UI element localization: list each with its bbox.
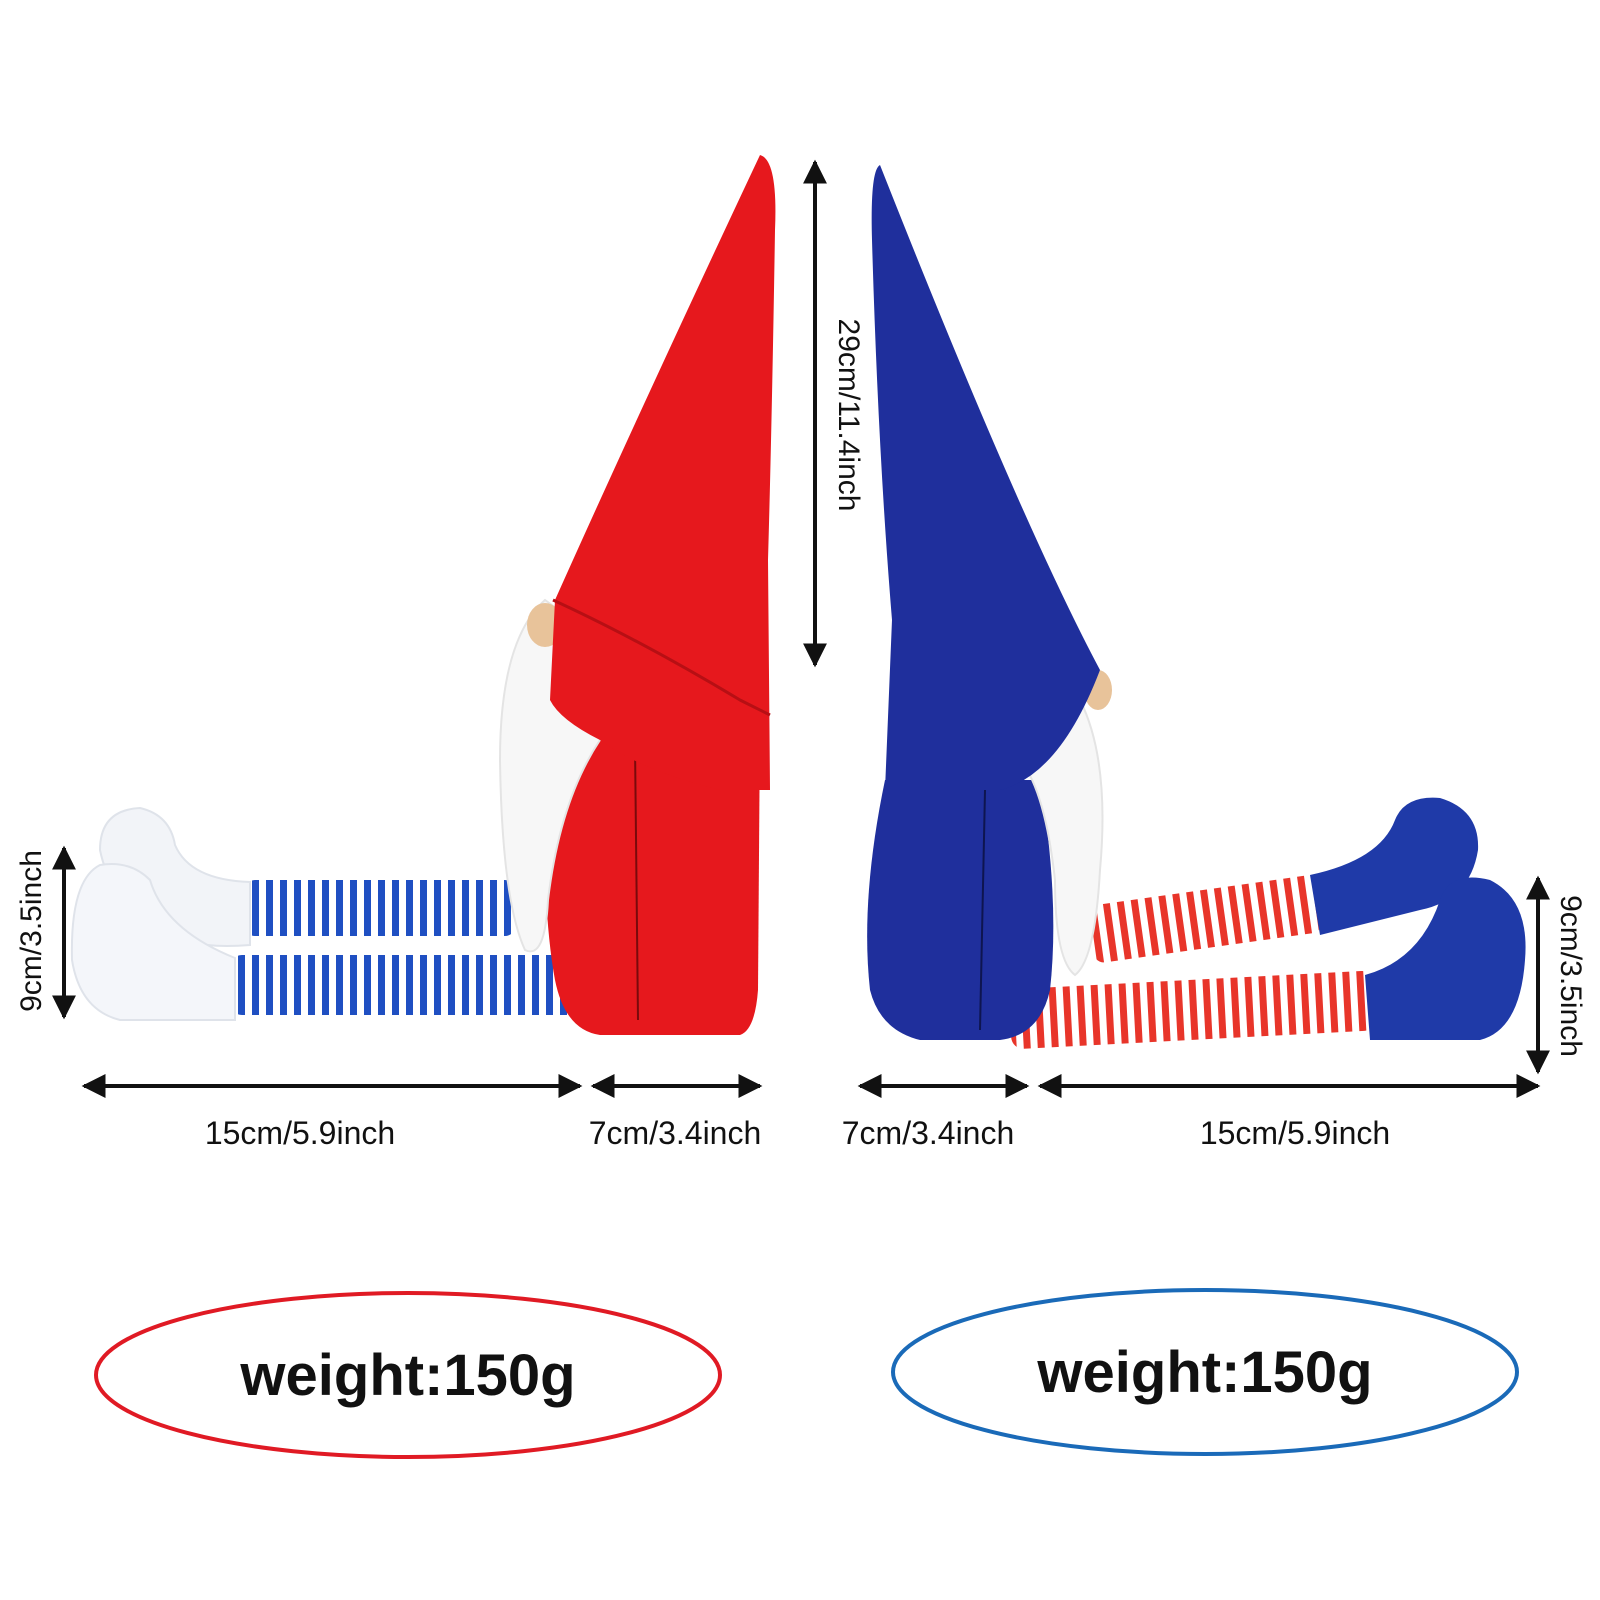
height-label: 29cm/11.4inch [832, 318, 865, 512]
red-gnome-back-leg [245, 880, 515, 936]
blue-gnome [867, 165, 1526, 1049]
blue-gnome-body [867, 780, 1054, 1040]
red-gnome [70, 155, 776, 1035]
left-leg-length-label: 15cm/5.9inch [204, 1115, 396, 1151]
red-weight-ellipse [94, 1291, 722, 1459]
blue-weight-badge: weight:150g [893, 1290, 1517, 1454]
blue-gnome-back-boot [1310, 797, 1479, 935]
left-leg-height-label: 9cm/3.5inch [15, 850, 48, 1012]
blue-gnome-front-boot [1365, 877, 1526, 1040]
right-leg-length-label: 15cm/5.9inch [1199, 1115, 1391, 1151]
red-weight-badge: weight:150g [96, 1293, 720, 1457]
dimension-arrows [52, 159, 1550, 1098]
right-leg-height-label: 9cm/3.5inch [1554, 895, 1587, 1057]
left-body-width-label: 7cm/3.4inch [588, 1115, 762, 1151]
blue-gnome-back-leg [1088, 875, 1322, 963]
red-gnome-front-boot [70, 863, 236, 1021]
red-gnome-body [543, 720, 760, 1035]
blue-gnome-front-leg [1009, 970, 1376, 1049]
red-weight-text: weight:150g [240, 1342, 576, 1408]
red-gnome-hat [550, 155, 776, 790]
blue-gnome-hat [871, 165, 1100, 790]
red-gnome-front-leg [230, 955, 590, 1015]
blue-weight-text: weight:150g [1037, 1339, 1373, 1405]
blue-weight-ellipse [891, 1288, 1519, 1456]
right-body-width-label: 7cm/3.4inch [841, 1115, 1015, 1151]
